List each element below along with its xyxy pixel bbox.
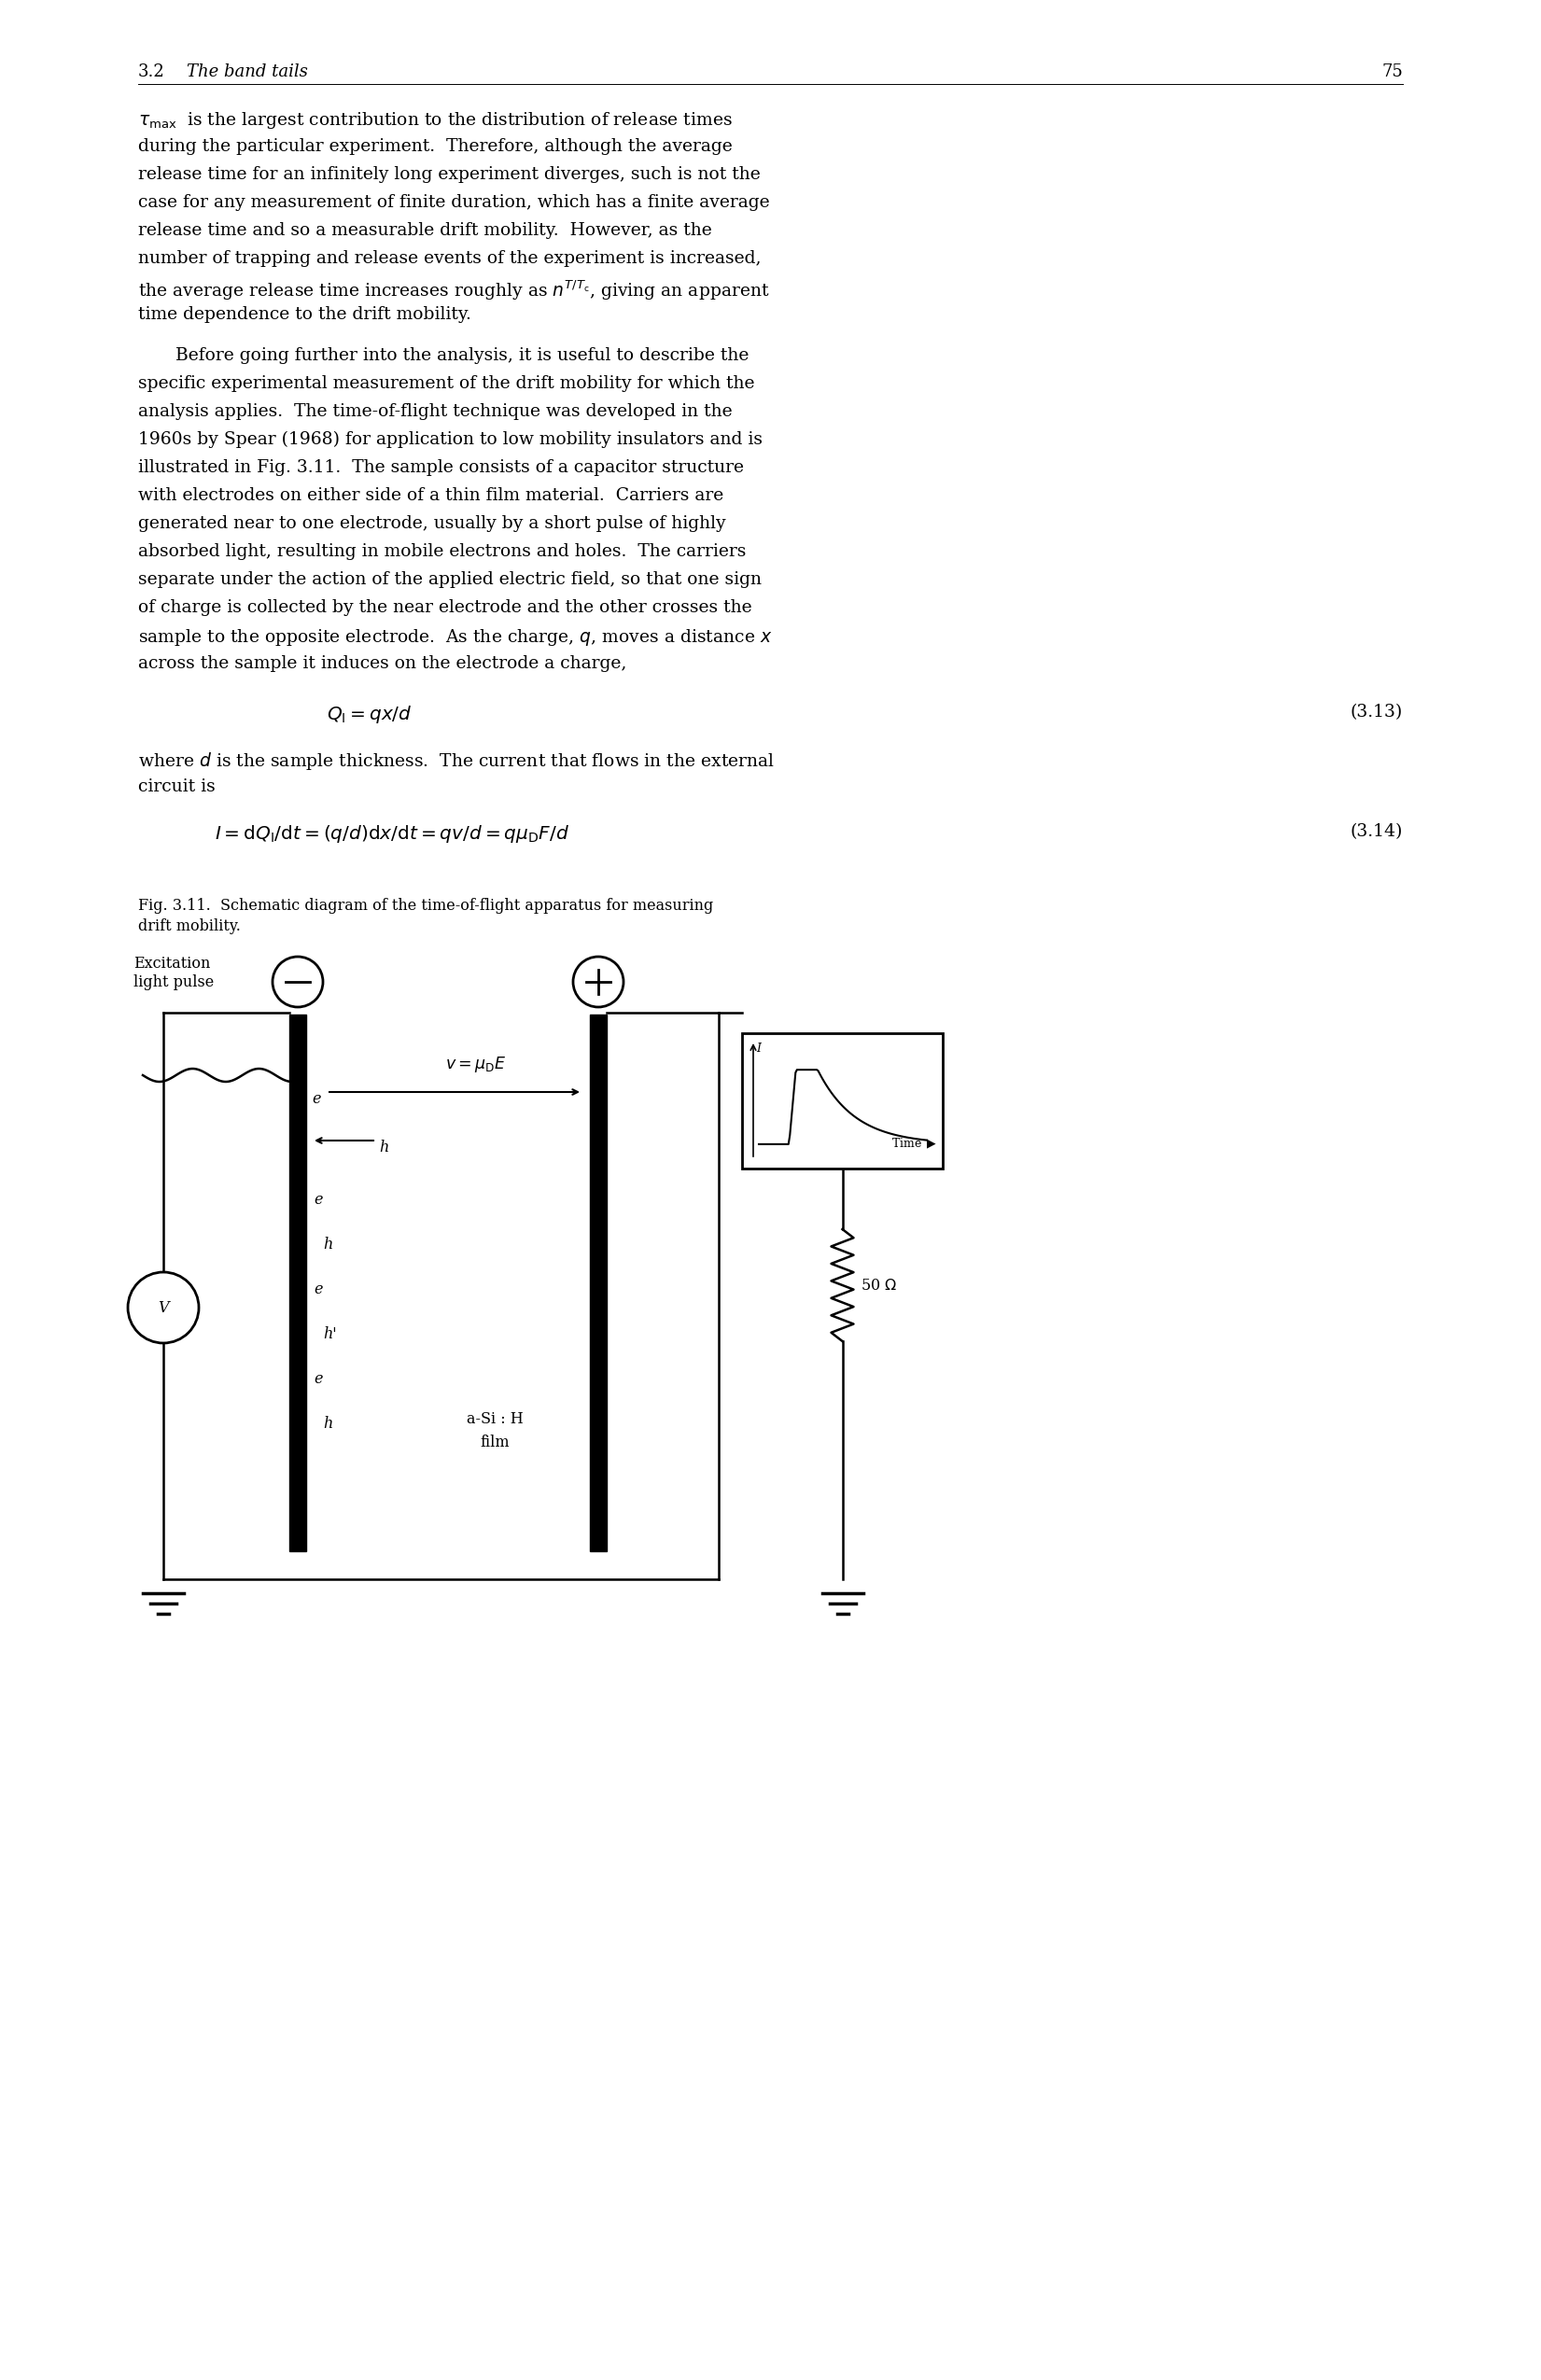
- Circle shape: [273, 957, 324, 1007]
- Text: where $d$ is the sample thickness.  The current that flows in the external: where $d$ is the sample thickness. The c…: [139, 750, 775, 771]
- Text: the average release time increases roughly as $n^{T/T_{\rm c}}$, giving an appar: the average release time increases rough…: [139, 278, 771, 302]
- Text: number of trapping and release events of the experiment is increased,: number of trapping and release events of…: [139, 250, 761, 267]
- Text: across the sample it induces on the electrode a charge,: across the sample it induces on the elec…: [139, 654, 627, 671]
- Polygon shape: [290, 1014, 307, 1552]
- Text: film: film: [479, 1435, 510, 1449]
- Text: e: e: [311, 1092, 321, 1107]
- Text: h: h: [379, 1140, 388, 1157]
- Text: with electrodes on either side of a thin film material.  Carriers are: with electrodes on either side of a thin…: [139, 488, 724, 505]
- Text: e: e: [314, 1371, 322, 1388]
- Text: 75: 75: [1382, 64, 1402, 81]
- Text: h': h': [324, 1326, 336, 1342]
- Text: e: e: [314, 1192, 322, 1207]
- Text: separate under the action of the applied electric field, so that one sign: separate under the action of the applied…: [139, 571, 761, 588]
- Circle shape: [573, 957, 624, 1007]
- Text: 3.2: 3.2: [139, 64, 165, 81]
- Text: Fig. 3.11.  Schematic diagram of the time-of-flight apparatus for measuring: Fig. 3.11. Schematic diagram of the time…: [139, 897, 713, 914]
- Text: release time for an infinitely long experiment diverges, such is not the: release time for an infinitely long expe…: [139, 167, 760, 183]
- Text: $I = {\rm d}Q_{\rm I}/{\rm d}t = (q/d){\rm d}x/{\rm d}t = qv/d = q\mu_{\rm D} F/: $I = {\rm d}Q_{\rm I}/{\rm d}t = (q/d){\…: [214, 823, 570, 845]
- Text: circuit is: circuit is: [139, 778, 216, 795]
- Text: $\tau_{\rm max}$  is the largest contribution to the distribution of release tim: $\tau_{\rm max}$ is the largest contribu…: [139, 109, 732, 131]
- FancyBboxPatch shape: [743, 1033, 943, 1169]
- Text: a-Si : H: a-Si : H: [467, 1411, 522, 1428]
- Text: $Q_{\rm I} = qx/d$: $Q_{\rm I} = qx/d$: [327, 704, 411, 726]
- Text: 1960s by Spear (1968) for application to low mobility insulators and is: 1960s by Spear (1968) for application to…: [139, 431, 763, 447]
- Text: Excitation: Excitation: [134, 957, 211, 971]
- Text: generated near to one electrode, usually by a short pulse of highly: generated near to one electrode, usually…: [139, 514, 726, 533]
- Text: during the particular experiment.  Therefore, although the average: during the particular experiment. Theref…: [139, 138, 732, 155]
- Text: sample to the opposite electrode.  As the charge, $q$, moves a distance $x$: sample to the opposite electrode. As the…: [139, 628, 772, 647]
- Text: release time and so a measurable drift mobility.  However, as the: release time and so a measurable drift m…: [139, 221, 712, 238]
- Text: Before going further into the analysis, it is useful to describe the: Before going further into the analysis, …: [176, 347, 749, 364]
- Text: I: I: [757, 1042, 761, 1054]
- Text: h: h: [324, 1416, 333, 1430]
- Text: time dependence to the drift mobility.: time dependence to the drift mobility.: [139, 307, 472, 324]
- Text: The band tails: The band tails: [186, 64, 308, 81]
- Text: illustrated in Fig. 3.11.  The sample consists of a capacitor structure: illustrated in Fig. 3.11. The sample con…: [139, 459, 744, 476]
- Text: drift mobility.: drift mobility.: [139, 919, 240, 935]
- Text: case for any measurement of finite duration, which has a finite average: case for any measurement of finite durat…: [139, 195, 769, 212]
- Circle shape: [128, 1273, 199, 1342]
- Text: e: e: [314, 1280, 322, 1297]
- Text: h: h: [324, 1235, 333, 1252]
- Text: analysis applies.  The time-of-flight technique was developed in the: analysis applies. The time-of-flight tec…: [139, 402, 732, 419]
- Text: light pulse: light pulse: [134, 973, 214, 990]
- Text: Time $\blacktriangleright$: Time $\blacktriangleright$: [892, 1138, 938, 1152]
- Text: $v = \mu_{\rm D}E$: $v = \mu_{\rm D}E$: [445, 1054, 507, 1073]
- Text: (3.13): (3.13): [1350, 704, 1402, 721]
- Text: 50 $\Omega$: 50 $\Omega$: [861, 1278, 897, 1292]
- Text: of charge is collected by the near electrode and the other crosses the: of charge is collected by the near elect…: [139, 600, 752, 616]
- Text: (3.14): (3.14): [1350, 823, 1402, 840]
- Text: absorbed light, resulting in mobile electrons and holes.  The carriers: absorbed light, resulting in mobile elec…: [139, 543, 746, 559]
- Text: specific experimental measurement of the drift mobility for which the: specific experimental measurement of the…: [139, 376, 755, 393]
- Polygon shape: [590, 1014, 607, 1552]
- Text: V: V: [159, 1299, 168, 1316]
